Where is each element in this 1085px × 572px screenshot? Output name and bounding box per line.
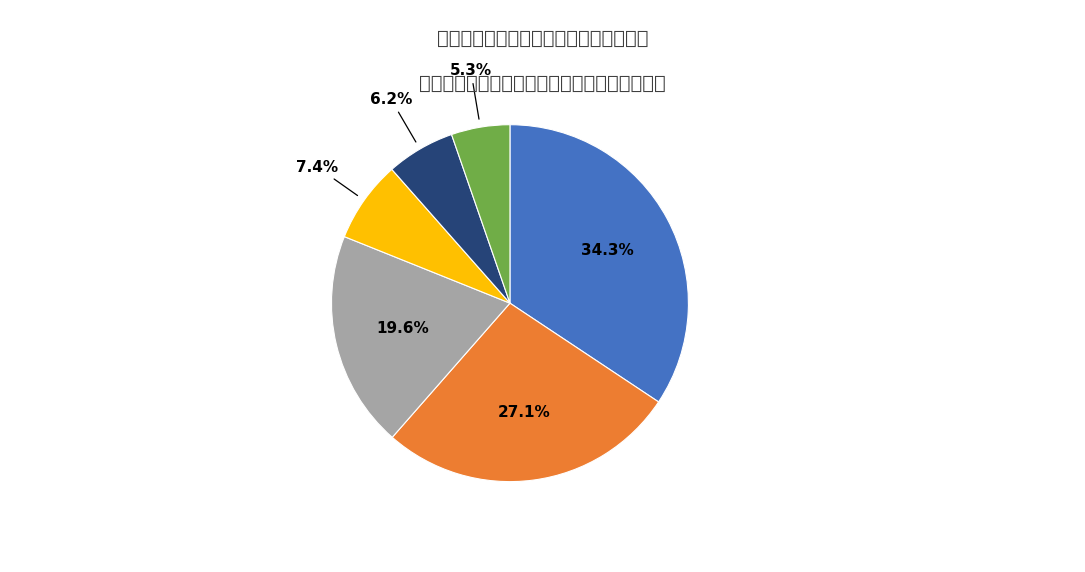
Wedge shape — [451, 125, 510, 303]
Wedge shape — [332, 237, 510, 438]
Wedge shape — [510, 125, 688, 402]
Text: 7.4%: 7.4% — [296, 160, 358, 196]
Wedge shape — [393, 303, 659, 482]
Text: 新型コロナウイルスの感染拡大に伴い、: 新型コロナウイルスの感染拡大に伴い、 — [437, 29, 648, 47]
Wedge shape — [344, 169, 510, 303]
Text: 6.2%: 6.2% — [370, 92, 416, 142]
Text: 34.3%: 34.3% — [582, 243, 634, 259]
Text: 企業選びで重視するようになったポイントは？: 企業選びで重視するようになったポイントは？ — [419, 74, 666, 93]
Wedge shape — [392, 134, 510, 303]
Text: 27.1%: 27.1% — [498, 406, 551, 420]
Text: 5.3%: 5.3% — [450, 63, 492, 119]
Text: 19.6%: 19.6% — [375, 321, 429, 336]
